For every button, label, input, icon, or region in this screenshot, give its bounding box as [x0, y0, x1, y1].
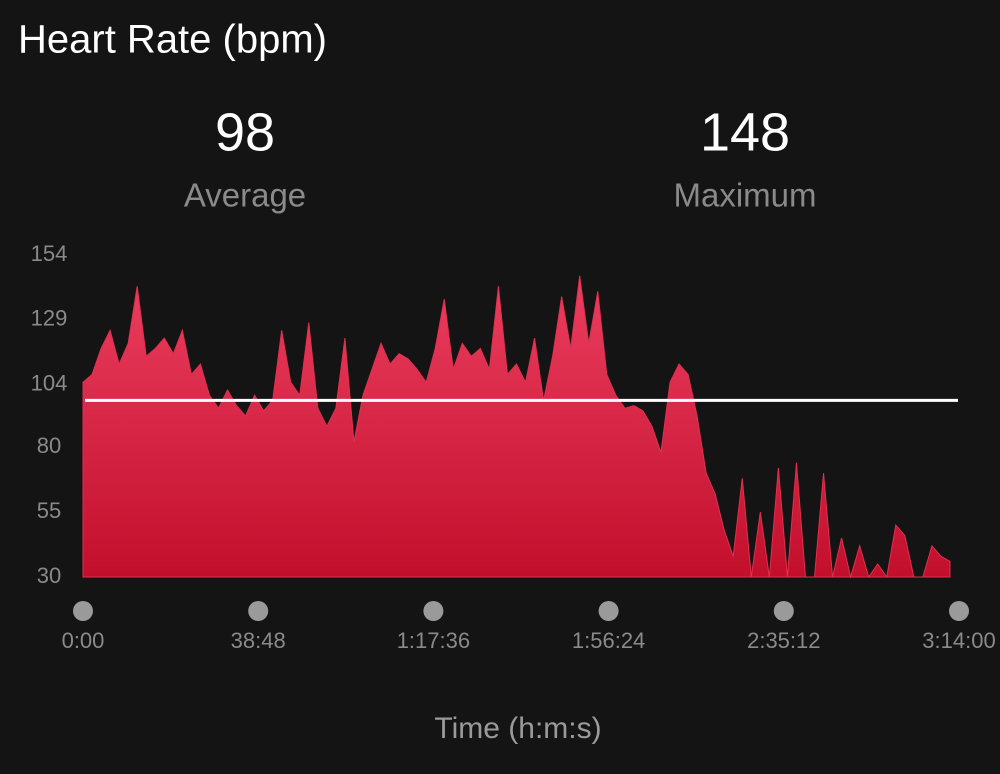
x-tick-dot	[598, 601, 619, 621]
x-tick-label: 38:48	[231, 628, 286, 653]
stat-label: Maximum	[673, 177, 816, 214]
y-tick-label: 30	[37, 563, 61, 588]
x-tick-label: 2:35:12	[747, 628, 820, 653]
x-tick-dot	[248, 601, 269, 621]
y-tick-label: 129	[31, 306, 68, 331]
stat-value: 98	[215, 102, 275, 162]
stat-label: Average	[184, 177, 306, 214]
chart-title: Heart Rate (bpm)	[18, 18, 327, 62]
y-tick-label: 104	[31, 371, 68, 396]
y-tick-label: 55	[37, 498, 61, 523]
y-tick-label: 154	[31, 241, 68, 266]
x-tick-label: 1:56:24	[572, 628, 645, 653]
stat-value: 148	[700, 102, 790, 162]
x-tick-dot	[73, 601, 93, 621]
y-tick-label: 80	[37, 433, 61, 458]
x-tick-dot	[773, 601, 794, 621]
x-tick-dot	[423, 601, 444, 621]
x-tick-label: 1:17:36	[397, 628, 470, 653]
x-tick-dot	[949, 601, 969, 621]
x-tick-label: 0:00	[62, 628, 105, 653]
x-axis-label: Time (h:m:s)	[434, 712, 601, 745]
x-tick-label: 3:14:00	[922, 628, 995, 653]
